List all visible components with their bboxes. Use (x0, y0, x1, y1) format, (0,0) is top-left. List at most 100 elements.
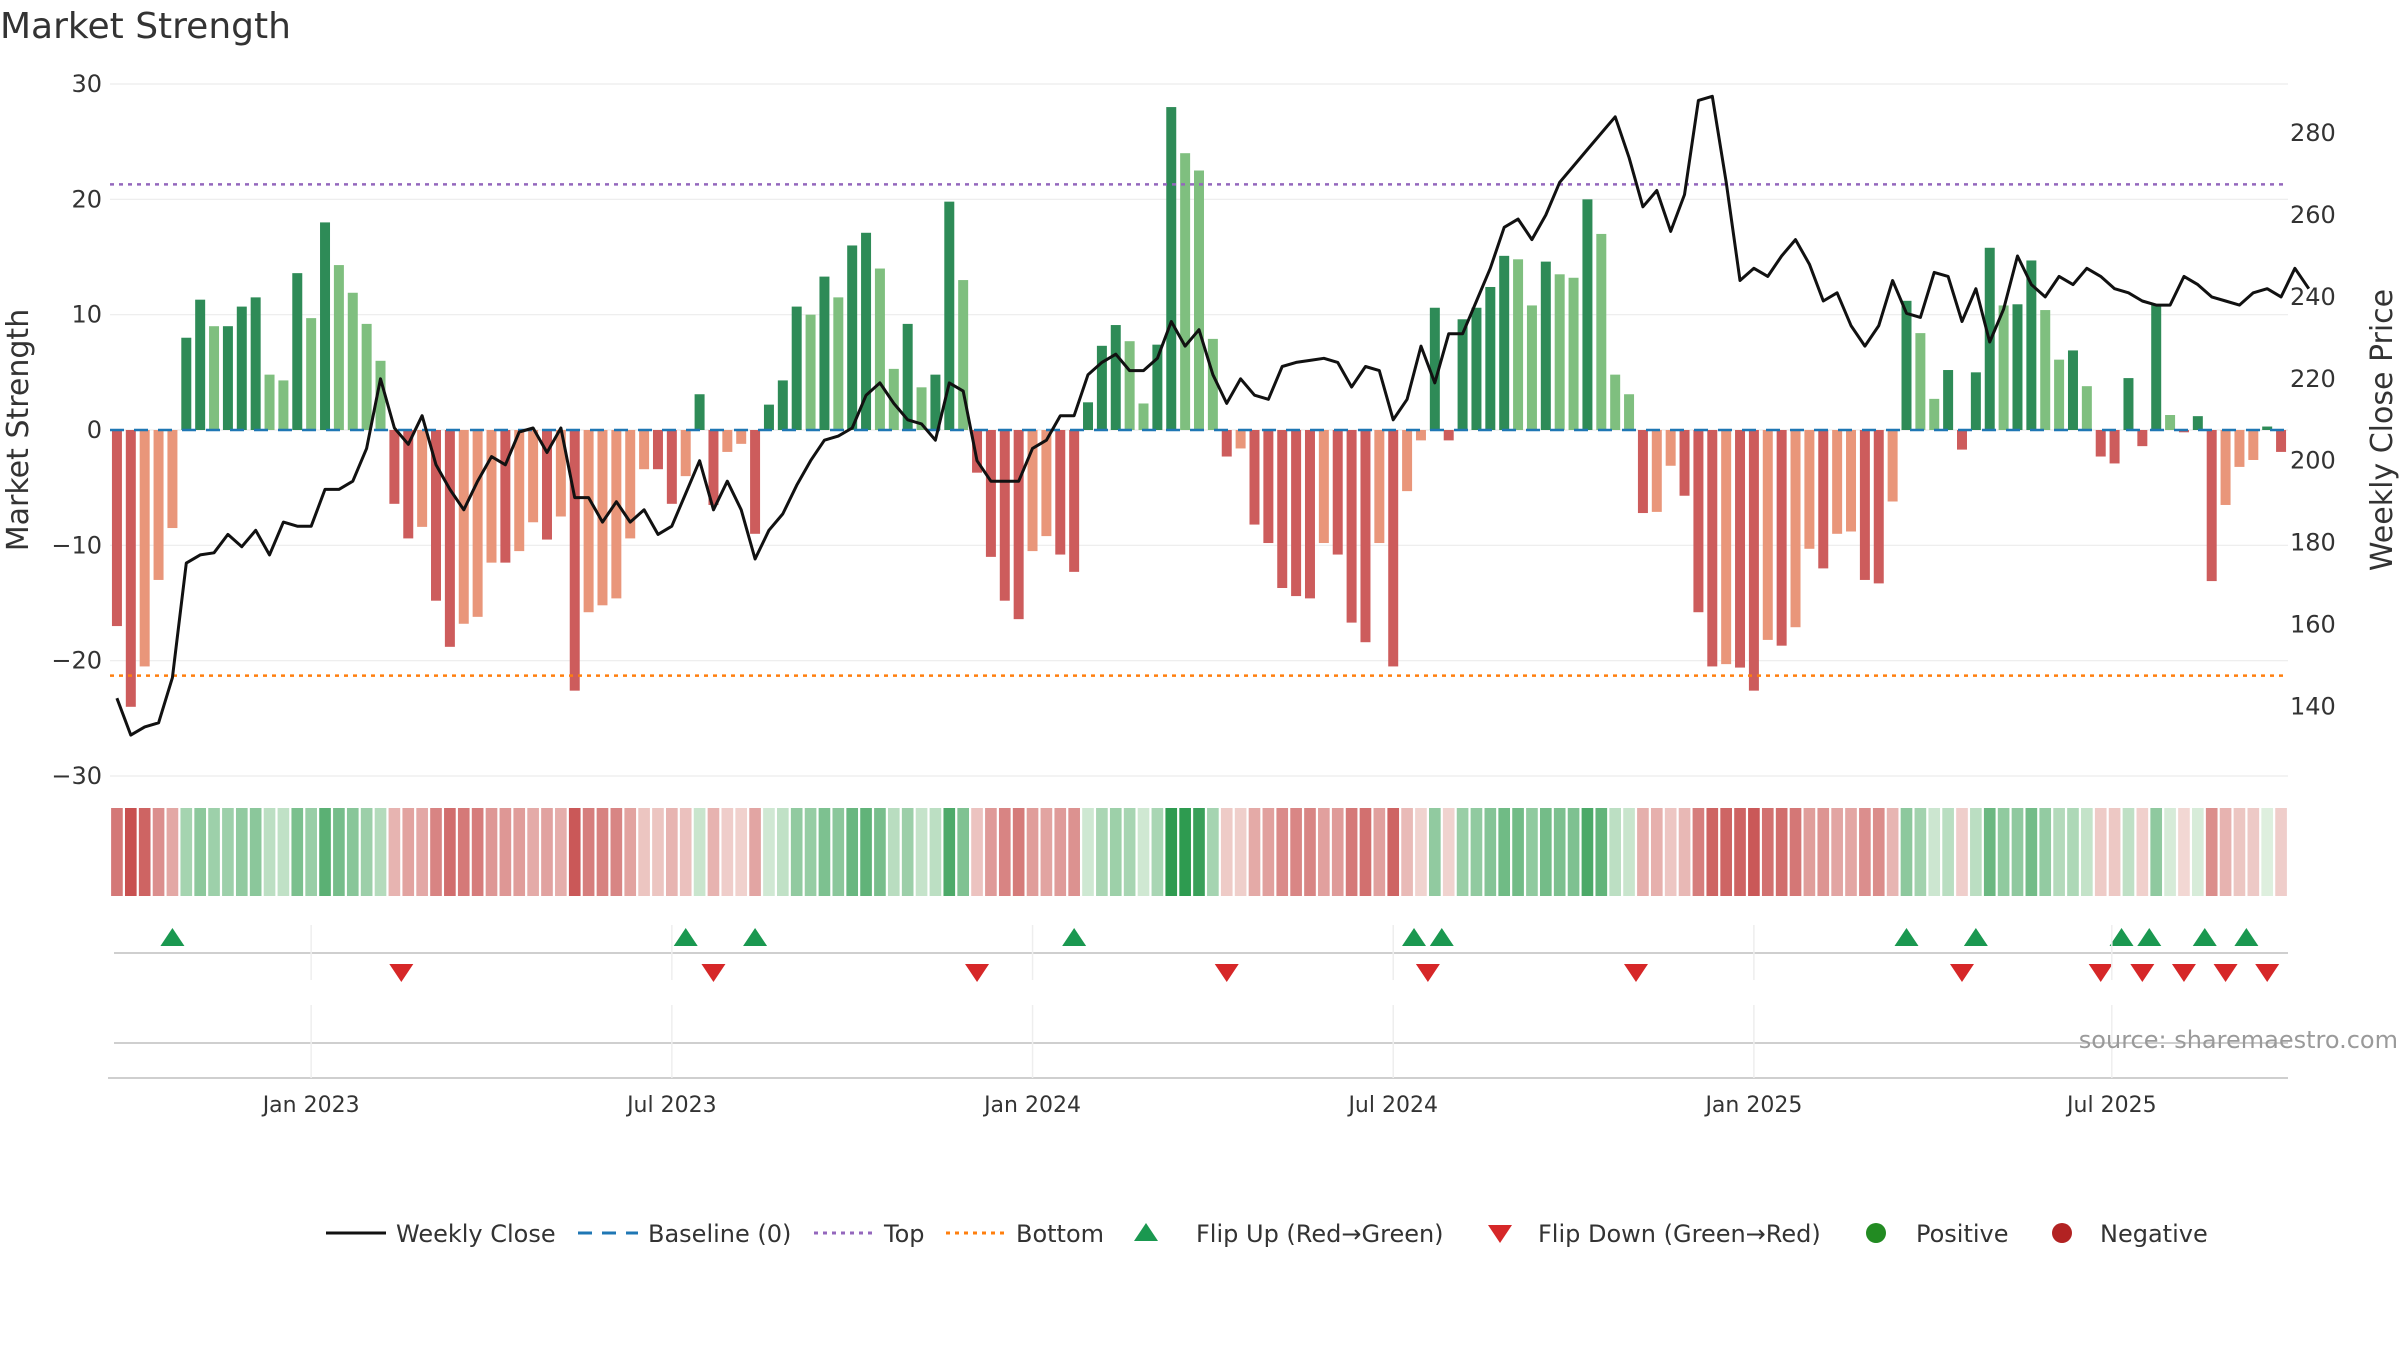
heat-cell (652, 808, 664, 896)
flip-down-marker (2213, 964, 2238, 982)
heat-cell (1789, 808, 1802, 896)
strength-bar (1610, 374, 1621, 430)
strength-bar (1568, 277, 1579, 430)
strength-bar (1762, 430, 1773, 640)
strength-bar (1221, 430, 1232, 457)
heat-cell (2136, 808, 2149, 896)
strength-bar (1277, 430, 1288, 589)
heat-cell (166, 808, 179, 896)
strength-bar (139, 430, 150, 667)
strength-bar (1887, 430, 1898, 502)
strength-bar (417, 430, 428, 527)
strength-bar (2206, 430, 2217, 582)
heat-cell (804, 808, 817, 896)
strength-bar (861, 232, 872, 430)
flip-down-marker (1214, 964, 1239, 982)
heat-cell (1664, 808, 1677, 896)
heat-cell (1151, 808, 1164, 896)
strength-bar (569, 430, 580, 691)
date-tick-label: Jan 2025 (1703, 1093, 1802, 1118)
flip-up-marker (1402, 928, 1427, 946)
heat-cell (1817, 808, 1830, 896)
heat-cell (263, 808, 276, 896)
heat-cell (1012, 808, 1025, 896)
strength-bar (1970, 372, 1981, 430)
heat-cell (1234, 808, 1247, 896)
strength-bar (222, 326, 233, 430)
strength-bar (278, 380, 289, 430)
strength-bar (2081, 386, 2092, 430)
strength-bar (639, 430, 650, 470)
strength-bar (2248, 430, 2259, 460)
heat-cell (679, 808, 692, 896)
right-tick-label: 220 (2290, 365, 2336, 393)
heat-cell (499, 808, 512, 896)
strength-bar (153, 430, 164, 580)
legend-negative-icon (2052, 1223, 2072, 1243)
heat-cell (138, 808, 151, 896)
heat-cell (1526, 808, 1538, 896)
strength-bar (1457, 319, 1468, 430)
heat-cell (1262, 808, 1275, 896)
left-tick-label: 0 (87, 416, 102, 444)
strength-bar (1748, 430, 1759, 691)
heat-cell (1997, 808, 2010, 896)
chart-title: Market Strength (0, 6, 291, 47)
flip-down-marker (1623, 964, 1648, 982)
strength-bar (819, 276, 830, 430)
heat-cell (416, 808, 428, 896)
heat-cell (1082, 808, 1094, 896)
strength-bar (1360, 430, 1371, 643)
reference-lines (110, 183, 2288, 677)
heat-cell (2081, 808, 2093, 896)
strength-bar (1388, 430, 1399, 667)
date-axis: Jan 2023 Jul 2023 Jan 2024 Jul 2024 Jan 2025… (108, 925, 2288, 1118)
strength-bar (2123, 378, 2134, 430)
strength-bar (1554, 274, 1565, 430)
strength-bar (1443, 430, 1454, 441)
heat-cell (1456, 808, 1469, 896)
strength-bar (1013, 430, 1024, 620)
strength-bar (1485, 286, 1496, 430)
heat-cell (111, 808, 123, 896)
strength-bar (320, 222, 331, 430)
flip-up-marker (673, 928, 698, 946)
strength-bar (999, 430, 1010, 601)
heat-cell (1512, 808, 1524, 896)
axis-labels: 30 20 10 0 −10 −20 −30 280 260 240 220 200 180 160 140 (51, 70, 2335, 790)
heat-cell (2067, 808, 2079, 896)
heat-cell (513, 808, 526, 896)
heat-cell (2233, 808, 2246, 896)
heat-cell (901, 808, 914, 896)
heat-cell (333, 808, 345, 896)
legend-baseline: Baseline (0) (648, 1220, 791, 1248)
heat-cell (721, 808, 734, 896)
heat-cell (485, 808, 498, 896)
heat-cell (180, 808, 193, 896)
strength-bar (2151, 304, 2162, 430)
strength-bar (1859, 430, 1870, 580)
heat-cell (457, 808, 470, 896)
flip-up-marker (2137, 928, 2162, 946)
heat-cell (1248, 808, 1261, 896)
strength-bar (1526, 305, 1537, 430)
date-tick-label: Jul 2024 (1346, 1093, 1438, 1118)
heat-cell (582, 808, 595, 896)
strength-bar (1249, 430, 1260, 525)
date-tick-label: Jul 2025 (2065, 1093, 2157, 1118)
right-tick-label: 240 (2290, 283, 2336, 311)
heat-cell (2178, 808, 2190, 896)
heat-cell (1220, 808, 1233, 896)
heat-cell (1179, 808, 1191, 896)
strength-bar (2137, 430, 2148, 447)
heat-cell (887, 808, 900, 896)
strength-bar (597, 430, 608, 606)
heat-cell (2150, 808, 2163, 896)
heat-cell (1442, 808, 1455, 896)
heat-cell (1068, 808, 1080, 896)
heat-cell (124, 808, 137, 896)
strength-bar (972, 430, 983, 473)
strength-bar (1096, 345, 1107, 430)
strength-bar (2262, 426, 2273, 430)
